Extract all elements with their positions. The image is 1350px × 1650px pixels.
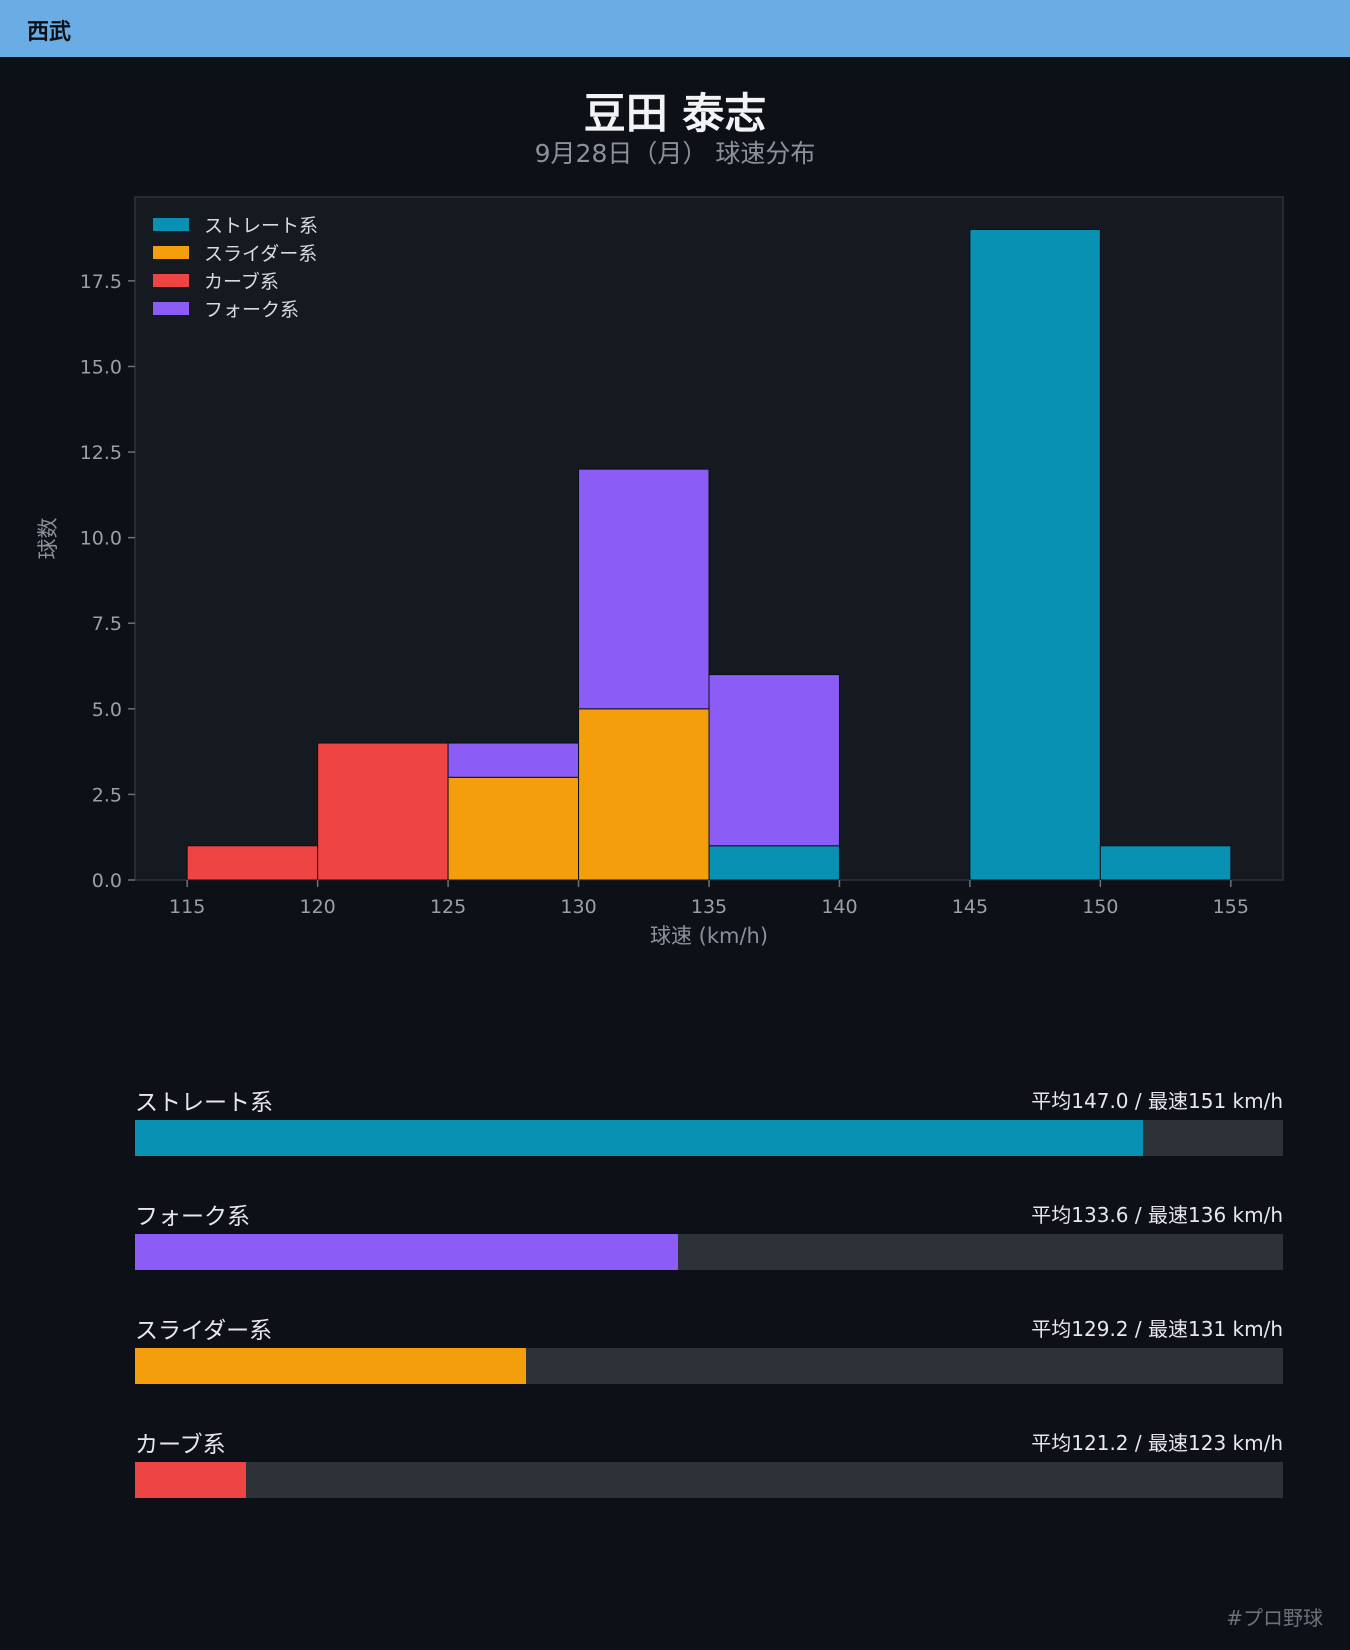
- y-tick-label: 17.5: [80, 271, 122, 293]
- stat-pitch-name: スライダー系: [135, 1318, 273, 1344]
- legend-label: ストレート系: [204, 215, 318, 237]
- x-tick-label: 140: [821, 896, 857, 918]
- speed-bar-track: [135, 1120, 1283, 1156]
- y-tick-label: 12.5: [80, 442, 122, 464]
- stat-pitch-name: カーブ系: [135, 1432, 226, 1458]
- histogram-bar: [578, 468, 710, 710]
- legend-swatch: [153, 246, 189, 259]
- histogram-bar: [708, 674, 840, 847]
- speed-bar-track: [135, 1234, 1283, 1270]
- y-tick-label: 2.5: [92, 784, 122, 806]
- histogram-bar: [447, 742, 580, 778]
- hashtag: #プロ野球: [1226, 1606, 1323, 1630]
- x-tick-label: 145: [952, 896, 988, 918]
- histogram-bar: [447, 776, 580, 881]
- histogram-bar: [578, 708, 710, 881]
- speed-bar-fill: [135, 1234, 678, 1270]
- legend-swatch: [153, 218, 189, 231]
- x-tick-label: 155: [1213, 896, 1249, 918]
- histogram-bar: [317, 742, 449, 881]
- histogram-bar: [1099, 845, 1232, 881]
- x-tick-label: 115: [169, 896, 205, 918]
- legend-swatch: [153, 274, 189, 287]
- stat-speed-text: 平均121.2 / 最速123 km/h: [1031, 1431, 1283, 1455]
- legend-label: フォーク系: [204, 299, 299, 321]
- stat-speed-text: 平均133.6 / 最速136 km/h: [1031, 1203, 1283, 1227]
- x-tick-label: 150: [1082, 896, 1118, 918]
- header-bar: 西武: [0, 0, 1350, 57]
- histogram-bar: [969, 229, 1101, 881]
- y-tick-label: 5.0: [92, 699, 122, 721]
- chart-subtitle: 9月28日（月） 球速分布: [534, 139, 816, 168]
- y-tick-label: 0.0: [92, 870, 122, 892]
- y-tick-label: 10.0: [80, 528, 122, 550]
- legend-swatch: [153, 302, 189, 315]
- y-axis-label: 球数: [36, 518, 60, 560]
- speed-bar-track: [135, 1348, 1283, 1384]
- stat-pitch-name: フォーク系: [135, 1204, 250, 1230]
- x-axis-label: 球速 (km/h): [650, 924, 768, 948]
- histogram-bar: [186, 845, 319, 881]
- y-tick-label: 15.0: [80, 356, 122, 378]
- x-tick-label: 125: [430, 896, 466, 918]
- y-tick-label: 7.5: [92, 613, 122, 635]
- x-tick-label: 135: [691, 896, 727, 918]
- speed-bar-track: [135, 1462, 1283, 1498]
- team-name: 西武: [27, 20, 72, 45]
- velocity-histogram: 115 120 125 130 135 140 145 150 155 0.0 2.5 5.0 7.5 1…: [36, 196, 1284, 948]
- x-tick-label: 130: [560, 896, 596, 918]
- stat-pitch-name: ストレート系: [135, 1090, 273, 1116]
- speed-bar-fill: [135, 1462, 247, 1498]
- speed-bar-fill: [135, 1120, 1143, 1156]
- legend-label: カーブ系: [204, 270, 279, 293]
- speed-bar-fill: [135, 1348, 527, 1384]
- pitcher-name: 豆田 泰志: [583, 89, 767, 138]
- stat-speed-text: 平均147.0 / 最速151 km/h: [1031, 1089, 1283, 1113]
- legend-label: スライダー系: [204, 243, 317, 265]
- x-tick-label: 120: [300, 896, 336, 918]
- stat-speed-text: 平均129.2 / 最速131 km/h: [1031, 1317, 1283, 1341]
- histogram-bar: [708, 845, 840, 881]
